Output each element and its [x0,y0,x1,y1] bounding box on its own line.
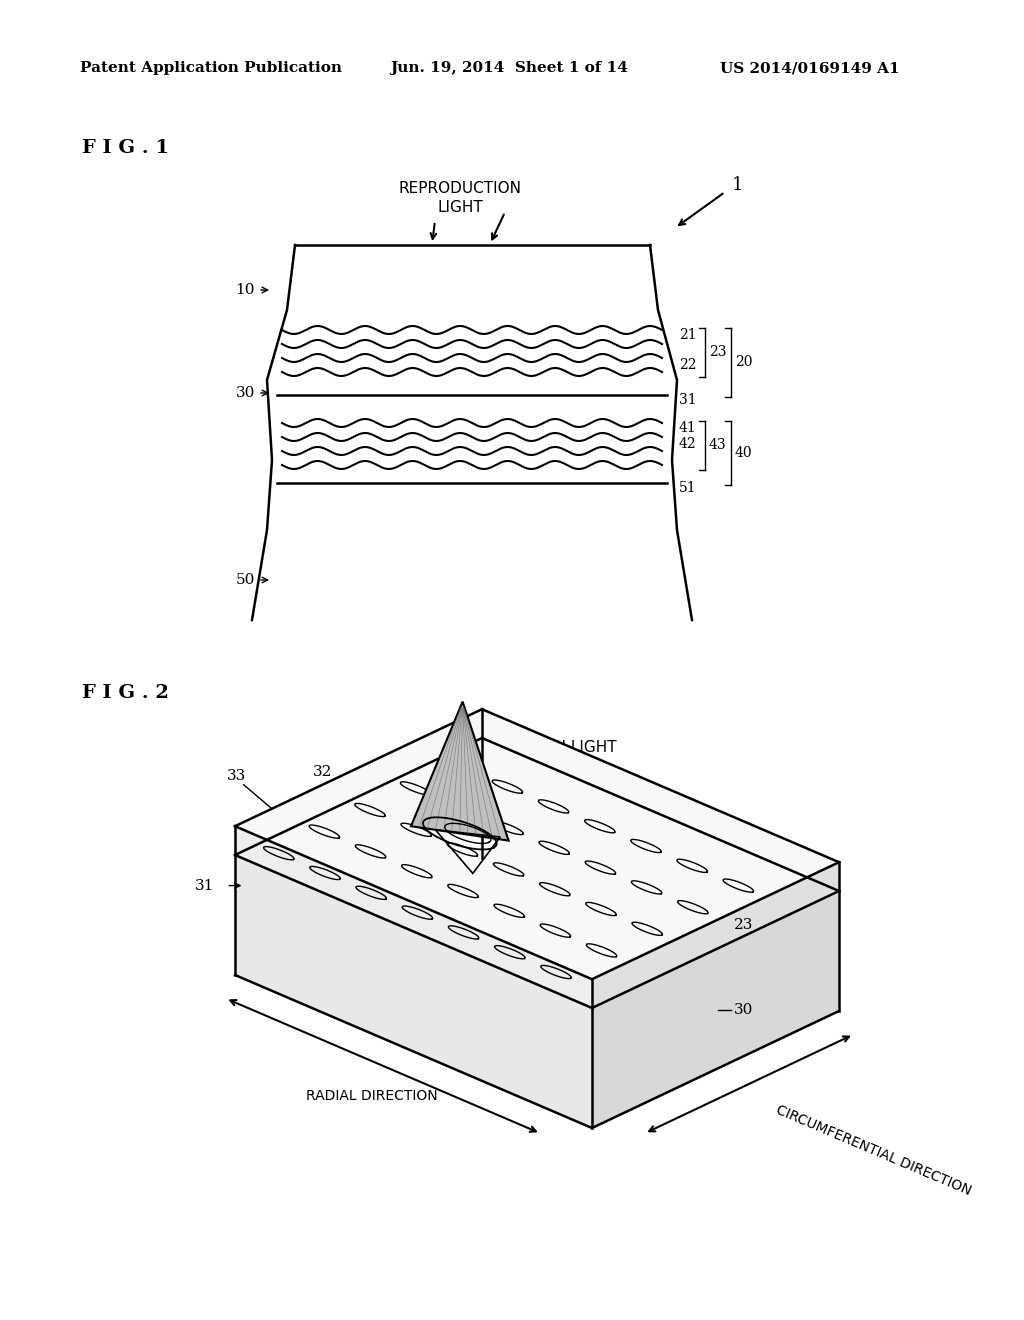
Text: 32: 32 [312,764,332,779]
Polygon shape [234,855,592,1129]
Text: US 2014/0169149 A1: US 2014/0169149 A1 [720,61,900,75]
Text: REPRODUCTION
LIGHT: REPRODUCTION LIGHT [398,181,521,215]
Text: CIRCUMFERENTIAL DIRECTION: CIRCUMFERENTIAL DIRECTION [774,1104,974,1199]
Text: RADIAL DIRECTION: RADIAL DIRECTION [306,1089,437,1104]
Polygon shape [234,826,592,1008]
Text: 51: 51 [679,480,696,495]
Text: REPRODUCTION LIGHT: REPRODUCTION LIGHT [443,741,616,755]
Polygon shape [592,891,839,1129]
Text: F I G . 2: F I G . 2 [82,684,169,702]
Text: 30: 30 [733,1002,753,1016]
Text: 1: 1 [732,176,743,194]
Text: 23: 23 [709,345,726,359]
Text: 33: 33 [226,768,246,783]
Text: 22: 22 [679,358,696,372]
Text: 50: 50 [236,573,255,587]
Text: Jun. 19, 2014  Sheet 1 of 14: Jun. 19, 2014 Sheet 1 of 14 [390,61,628,75]
Text: F I G . 1: F I G . 1 [82,139,169,157]
Text: 40: 40 [735,446,753,459]
Polygon shape [411,702,509,841]
Text: 23: 23 [733,919,753,932]
Text: 10: 10 [236,282,255,297]
Text: 21: 21 [679,327,696,342]
Polygon shape [234,709,839,979]
Polygon shape [234,738,839,1008]
Text: 20: 20 [735,355,753,370]
Text: Patent Application Publication: Patent Application Publication [80,61,342,75]
Text: 30: 30 [236,385,255,400]
Text: 31: 31 [679,393,696,407]
Text: 42: 42 [679,437,696,451]
Polygon shape [592,862,839,1008]
Text: 43: 43 [709,438,727,451]
Text: 31: 31 [195,879,214,892]
Text: 41: 41 [679,421,696,436]
